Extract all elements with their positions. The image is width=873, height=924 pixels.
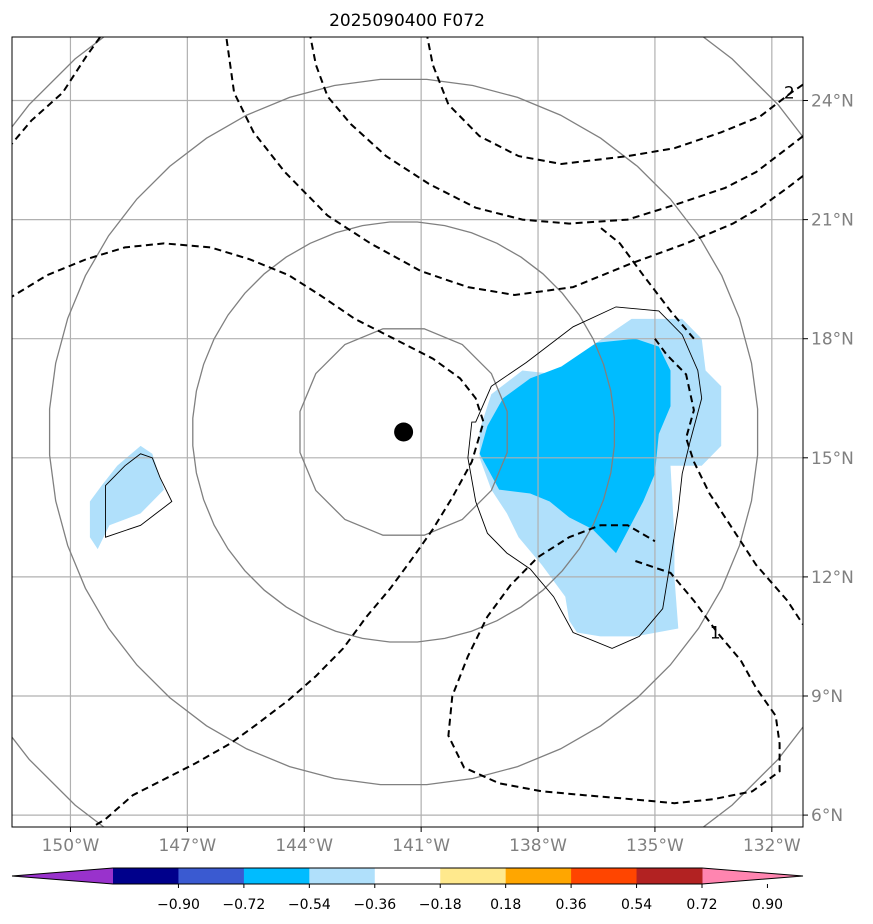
y-tick-label-0: 6°N bbox=[811, 806, 843, 826]
colorbar-tick-label-4: −0.18 bbox=[419, 897, 462, 913]
solid-contour-0 bbox=[467, 306, 703, 649]
range-ring-0 bbox=[299, 328, 508, 536]
colorbar-tick-label-2: −0.54 bbox=[288, 897, 331, 913]
colorbar-tick-label-8: 0.72 bbox=[686, 897, 717, 913]
gridlines bbox=[12, 37, 803, 827]
colorbar-segment-5 bbox=[440, 868, 507, 884]
x-axis-ticks: 150°W 147°W 144°W 141°W 138°W 135°W 132°W bbox=[42, 827, 801, 856]
colorbar-extend-high bbox=[702, 868, 803, 884]
colorbar-tick-label-9: 0.90 bbox=[752, 897, 783, 913]
colorbar-segment-4 bbox=[374, 868, 441, 884]
range-ring-2 bbox=[48, 78, 759, 786]
y-tick-label-4: 18°N bbox=[811, 330, 854, 350]
solid-contours bbox=[105, 306, 703, 649]
chart-title: 2025090400 F072 bbox=[329, 11, 485, 31]
colorbar-segment-8 bbox=[636, 868, 703, 884]
colorbar-segment-3 bbox=[309, 868, 376, 884]
colorbar-tick-label-6: 0.36 bbox=[556, 897, 587, 913]
shaded-anomaly-layer bbox=[89, 318, 722, 637]
y-tick-label-5: 21°N bbox=[811, 211, 854, 231]
dashed-contour-1 bbox=[309, 37, 803, 225]
storm-center-marker bbox=[394, 422, 414, 442]
colorbar-segment-1 bbox=[178, 868, 245, 884]
colorbar-tick-label-5: 0.18 bbox=[490, 897, 521, 913]
dashed-contour-6 bbox=[599, 226, 695, 340]
colorbar-extend-low bbox=[12, 868, 113, 884]
colorbar-segment-6 bbox=[505, 868, 572, 884]
range-ring-1 bbox=[192, 221, 616, 643]
colorbar-tick-label-7: 0.54 bbox=[621, 897, 652, 913]
shaded-region-0-1 bbox=[89, 445, 164, 550]
x-tick-label-3: 141°W bbox=[392, 836, 450, 856]
x-tick-label-0: 150°W bbox=[42, 836, 100, 856]
contour-label-7: 1 bbox=[710, 623, 721, 643]
x-tick-label-5: 135°W bbox=[626, 836, 684, 856]
x-tick-label-2: 144°W bbox=[275, 836, 333, 856]
x-tick-label-6: 132°W bbox=[743, 836, 801, 856]
colorbar-tick-label-0: −0.90 bbox=[157, 897, 200, 913]
map-frame bbox=[11, 36, 804, 828]
y-tick-label-2: 12°N bbox=[811, 568, 854, 588]
y-axis-ticks: 6°N 9°N 12°N 15°N 18°N 21°N 24°N bbox=[803, 92, 854, 826]
dashed-contour-2 bbox=[225, 37, 803, 297]
dashed-contour-7 bbox=[447, 524, 781, 805]
dashed-contour-5 bbox=[654, 338, 803, 626]
colorbar-segment-2 bbox=[243, 868, 310, 884]
dashed-contour-3 bbox=[12, 37, 102, 146]
colorbar-tick-label-1: −0.72 bbox=[222, 897, 265, 913]
contour-label-0: 2 bbox=[784, 84, 795, 104]
shaded-region-1-0 bbox=[479, 338, 671, 554]
colorbar-segment-0 bbox=[113, 868, 179, 884]
y-tick-label-1: 9°N bbox=[811, 687, 843, 707]
dashed-contour-4 bbox=[12, 242, 485, 827]
storm-center-layer bbox=[394, 422, 414, 442]
y-tick-label-6: 24°N bbox=[811, 92, 854, 112]
solid-contour-1 bbox=[105, 453, 173, 538]
colorbar-segment-7 bbox=[571, 868, 638, 884]
dashed-contours: 21 bbox=[12, 37, 803, 827]
colorbar: −0.90 −0.72 −0.54 −0.36 −0.18 0.18 0.36 0.54 0.7… bbox=[11, 867, 804, 913]
dashed-contour-0 bbox=[426, 37, 803, 166]
colorbar-outline bbox=[11, 867, 804, 885]
colorbar-tick-label-3: −0.36 bbox=[353, 897, 396, 913]
x-tick-label-1: 147°W bbox=[158, 836, 216, 856]
x-tick-label-4: 138°W bbox=[509, 836, 567, 856]
y-tick-label-3: 15°N bbox=[811, 449, 854, 469]
